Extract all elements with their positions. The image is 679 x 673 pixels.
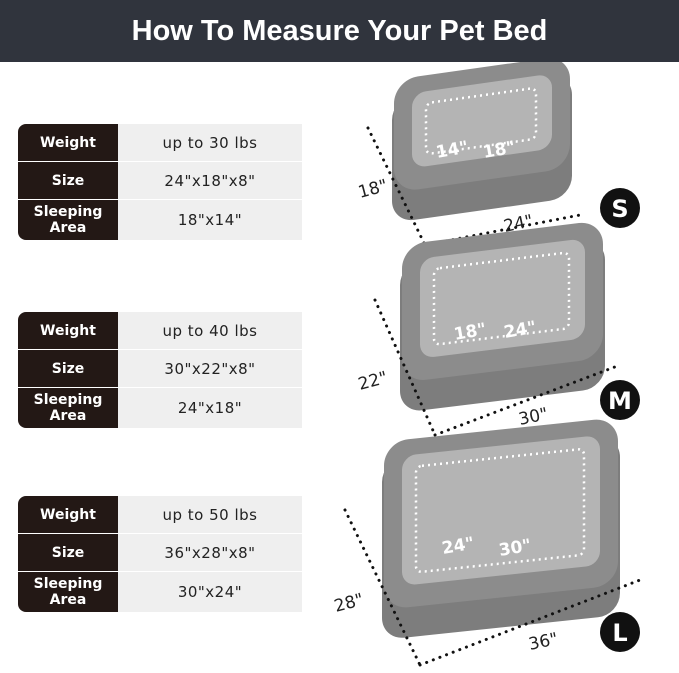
area-value: 30"x24": [118, 572, 302, 612]
depth-label: 28": [332, 590, 366, 617]
width-label: 36": [527, 629, 560, 655]
area-value: 24"x18": [118, 388, 302, 428]
bed-cushion: [420, 239, 585, 357]
sleeping-area-outline: [424, 87, 538, 155]
size-label: Size: [18, 534, 118, 571]
weight-value: up to 30 lbs: [118, 124, 302, 161]
size-badge-medium: M: [600, 380, 640, 420]
weight-label: Weight: [18, 124, 118, 161]
area-label: Sleeping Area: [18, 572, 118, 612]
depth-measure-line: [343, 508, 422, 667]
sleeping-area-outline: [432, 251, 571, 346]
area-label: Sleeping Area: [18, 388, 118, 428]
size-label: Size: [18, 350, 118, 387]
area-row: Sleeping Area 30"x24": [18, 572, 302, 612]
depth-label: 22": [356, 368, 390, 395]
sleeping-area-outline: [414, 448, 586, 574]
weight-value: up to 40 lbs: [118, 312, 302, 349]
width-measure-line: [433, 363, 622, 437]
area-label: Sleeping Area: [18, 200, 118, 240]
size-row: Size 24"x18"x8": [18, 162, 302, 199]
size-label: Size: [18, 162, 118, 199]
weight-label: Weight: [18, 496, 118, 533]
depth-label: 18": [356, 176, 390, 203]
weight-row: Weight up to 50 lbs: [18, 496, 302, 533]
size-row: Size 36"x28"x8": [18, 534, 302, 571]
area-value: 18"x14": [118, 200, 302, 240]
area-row: Sleeping Area 18"x14": [18, 200, 302, 240]
weight-row: Weight up to 40 lbs: [18, 312, 302, 349]
spec-table-small: Weight up to 30 lbs Size 24"x18"x8" Sleepi…: [18, 124, 302, 241]
weight-value: up to 50 lbs: [118, 496, 302, 533]
bed-cushion: [412, 75, 552, 167]
spec-table-large: Weight up to 50 lbs Size 36"x28"x8" Sleepi…: [18, 496, 302, 613]
weight-row: Weight up to 30 lbs: [18, 124, 302, 161]
size-badge-small: S: [600, 188, 640, 228]
depth-measure-line: [366, 126, 427, 247]
size-badge-letter: L: [612, 619, 627, 647]
header-banner: How To Measure Your Pet Bed: [0, 0, 679, 62]
size-badge-letter: M: [608, 387, 632, 415]
size-value: 36"x28"x8": [118, 534, 302, 571]
width-measure-line: [423, 213, 582, 247]
size-value: 24"x18"x8": [118, 162, 302, 199]
bed-small: 18"24"14" 18"S: [356, 58, 640, 247]
weight-label: Weight: [18, 312, 118, 349]
size-value: 30"x22"x8": [118, 350, 302, 387]
size-badge-letter: S: [611, 195, 628, 223]
bed-large: 28"36"24" 30"L: [332, 419, 642, 667]
bed-medium: 22"30"18" 24"M: [356, 222, 640, 437]
area-row: Sleeping Area 24"x18": [18, 388, 302, 428]
bed-cushion: [402, 436, 600, 585]
size-row: Size 30"x22"x8": [18, 350, 302, 387]
page-title: How To Measure Your Pet Bed: [131, 14, 548, 47]
size-badge-large: L: [600, 612, 640, 652]
spec-table-medium: Weight up to 40 lbs Size 30"x22"x8" Sleepi…: [18, 312, 302, 429]
